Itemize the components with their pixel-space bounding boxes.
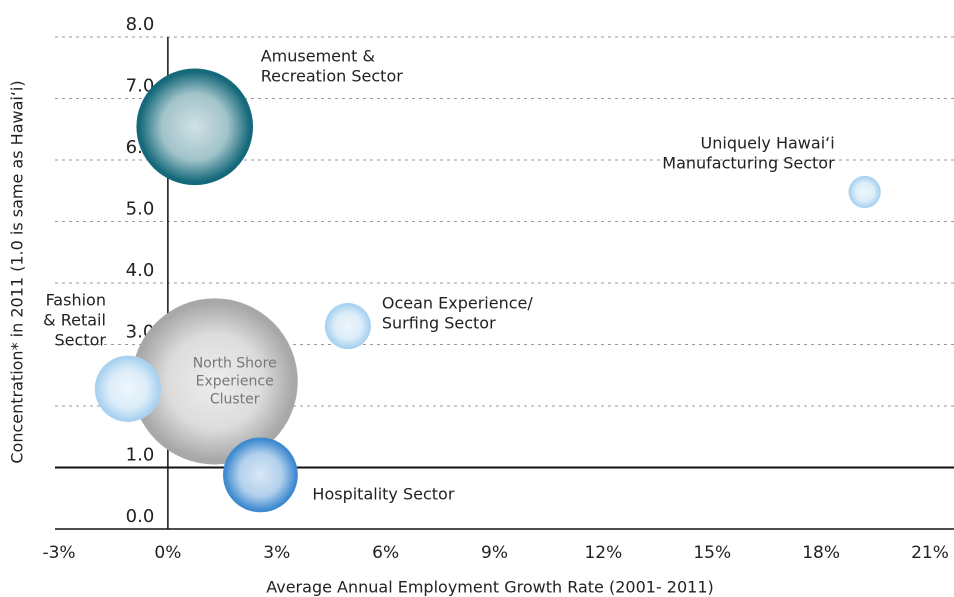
x-tick-label: 21%	[911, 543, 949, 563]
bubble-label: North Shore	[193, 355, 277, 371]
bubble-label: Ocean Experience/	[382, 294, 533, 313]
x-tick-label: 3%	[263, 543, 290, 563]
bubble	[223, 437, 298, 513]
bubble	[848, 175, 881, 209]
bubble-label: Manufacturing Sector	[662, 153, 835, 172]
bubble-label: Experience	[196, 373, 274, 389]
y-tick-label: 4.0	[126, 260, 155, 281]
x-tick-label: 12%	[584, 543, 622, 563]
y-tick-label: 0.0	[126, 506, 155, 527]
bubble	[131, 298, 298, 465]
bubble	[324, 303, 371, 350]
bubble-label: Amusement &	[261, 46, 375, 65]
bubble-label: Sector	[55, 330, 107, 349]
y-tick-label: 7.0	[126, 76, 155, 97]
x-tick-label: 6%	[372, 543, 399, 563]
x-tick-label: 18%	[802, 543, 840, 563]
bubble-label: Surfing Sector	[382, 314, 496, 333]
bubble-label: Recreation Sector	[261, 66, 404, 85]
bubble-label: Fashion	[46, 290, 106, 309]
bubble-shine	[326, 304, 370, 348]
bubble-shine	[96, 357, 160, 421]
bubble-label: Hospitality Sector	[312, 484, 454, 503]
bubble	[136, 68, 254, 186]
x-tick-label: -3%	[42, 543, 75, 563]
bubble-label: Uniquely Hawai‘i	[701, 133, 835, 152]
bubble-label: & Retail	[43, 310, 106, 329]
x-axis-title: Average Annual Employment Growth Rate (2…	[266, 578, 714, 597]
bubble-shine	[849, 176, 880, 208]
x-tick-label: 15%	[693, 543, 731, 563]
bubble	[94, 355, 162, 422]
y-tick-label: 1.0	[126, 445, 155, 466]
y-tick-label: 8.0	[126, 14, 155, 35]
bubble-shine	[224, 439, 296, 511]
bubble-label: Cluster	[210, 391, 260, 407]
bubble-shine	[135, 302, 294, 461]
x-tick-label: 9%	[481, 543, 508, 563]
bubble-shine	[139, 71, 251, 183]
y-tick-label: 5.0	[126, 199, 155, 220]
x-tick-label: 0%	[154, 543, 181, 563]
y-axis-title: Concentration* in 2011 (1.0 is same as H…	[8, 80, 27, 463]
